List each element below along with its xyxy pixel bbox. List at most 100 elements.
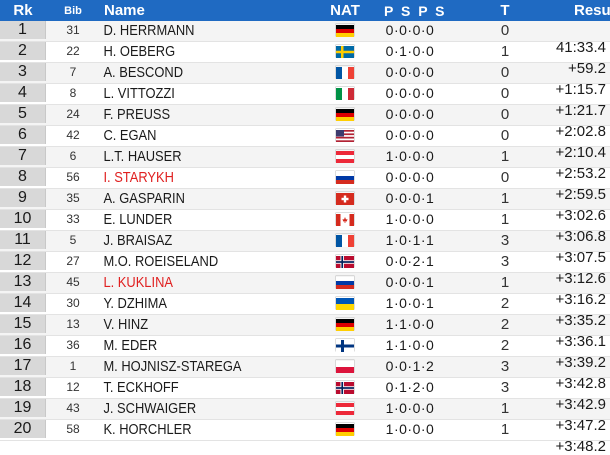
table-row[interactable]: 18 12 T. ECKHOFF 0·1·2·0 3 +3:42.9: [0, 378, 610, 413]
table-row[interactable]: 7 6 L.T. HAUSER 1·0·0·0 1 +2:53.2: [0, 147, 610, 182]
bib-cell: 45: [66, 275, 80, 289]
shooting-cell: 0·1·2·0: [385, 379, 435, 395]
table-row[interactable]: 14 30 Y. DZHIMA 1·0·0·1 2 +3:35.2: [0, 294, 610, 329]
result-cell: +59.2: [568, 60, 606, 77]
rank-cell: 20: [0, 420, 46, 438]
flag-norway-icon: [336, 381, 354, 394]
header-bib: Bib: [64, 4, 82, 17]
shooting-cell: 1·0·0·0: [385, 400, 435, 416]
bib-cell: 7: [69, 65, 77, 79]
table-row[interactable]: 13 45 L. KUKLINA 0·0·0·1 1 +3:16.2: [0, 273, 610, 308]
total-misses-cell: 2: [500, 315, 510, 333]
flag-canada-icon: [336, 213, 354, 226]
result-cell: +1:21.7: [555, 102, 606, 119]
flag-usa-icon: [336, 129, 354, 142]
table-row[interactable]: 15 13 V. HINZ 1·1·0·0 2 +3:36.1: [0, 315, 610, 350]
rank-cell: 8: [0, 168, 46, 186]
flag-france-icon: [336, 66, 354, 79]
rank-cell: 5: [0, 105, 46, 123]
flag-austria-icon: [336, 402, 354, 415]
rank-cell: 2: [0, 42, 46, 60]
header-rank: Rk: [13, 2, 33, 19]
shooting-cell: 0·0·0·0: [385, 127, 435, 143]
bib-cell: 24: [66, 107, 80, 121]
bib-cell: 1: [69, 359, 77, 373]
result-cell: +2:59.5: [555, 186, 606, 203]
total-misses-cell: 0: [500, 84, 510, 102]
bib-cell: 5: [69, 233, 77, 247]
flag-finland-icon: [336, 339, 354, 352]
shooting-cell: 0·0·0·1: [385, 190, 435, 206]
shooting-cell: 0·0·1·2: [385, 358, 435, 374]
nation-cell: [306, 381, 384, 394]
athlete-name: L. KUKLINA: [103, 273, 173, 291]
shooting-cell: 0·0·0·0: [385, 85, 435, 101]
table-row[interactable]: 1 31 D. HERRMANN 0·0·0·0 0 41:33.4: [0, 21, 610, 56]
flag-germany-icon: [336, 108, 354, 121]
bib-cell: 8: [69, 86, 77, 100]
shooting-cell: 1·0·0·1: [385, 295, 435, 311]
bib-cell: 12: [66, 380, 80, 394]
table-row[interactable]: 12 27 M.O. ROEISELAND 0·0·2·1 3 +3:12.6: [0, 252, 610, 287]
shooting-cell: 1·1·0·0: [385, 337, 435, 353]
table-row[interactable]: 2 22 H. OEBERG 0·1·0·0 1 +59.2: [0, 42, 610, 77]
flag-germany-icon: [336, 423, 354, 436]
bib-cell: 33: [66, 212, 80, 226]
shooting-cell: 1·0·1·1: [385, 232, 435, 248]
table-row[interactable]: 5 24 F. PREUSS 0·0·0·0 0 +2:02.8: [0, 105, 610, 140]
athlete-name: A. GASPARIN: [103, 189, 185, 207]
table-header: Rk Bib Name NAT P S P S T Result: [0, 0, 610, 21]
result-cell: +3:35.2: [555, 312, 606, 329]
result-cell: +3:16.2: [555, 291, 606, 308]
result-cell: +3:42.8: [555, 375, 606, 392]
flag-sweden-icon: [336, 45, 354, 58]
shooting-cell: 0·0·0·0: [385, 106, 435, 122]
table-row[interactable]: 11 5 J. BRAISAZ 1·0·1·1 3 +3:07.5: [0, 231, 610, 266]
flag-norway-icon: [336, 255, 354, 268]
athlete-name: V. HINZ: [103, 315, 149, 333]
table-row[interactable]: 19 43 J. SCHWAIGER 1·0·0·0 1 +3:47.2: [0, 399, 610, 434]
total-misses-cell: 0: [500, 21, 510, 39]
rank-cell: 13: [0, 273, 46, 291]
table-row[interactable]: 8 56 I. STARYKH 0·0·0·0 0 +2:59.5: [0, 168, 610, 203]
table-row[interactable]: 16 36 M. EDER 1·1·0·0 2 +3:39.2: [0, 336, 610, 371]
rank-cell: 15: [0, 315, 46, 333]
table-row[interactable]: 9 35 A. GASPARIN 0·0·0·1 1 +3:02.6: [0, 189, 610, 224]
table-row[interactable]: 17 1 M. HOJNISZ-STAREGA 0·0·1·2 3 +3:42.8: [0, 357, 610, 392]
flag-russia-icon: [336, 171, 354, 184]
nation-cell: [306, 255, 384, 268]
result-cell: +3:42.9: [555, 396, 606, 413]
bib-cell: 36: [66, 338, 80, 352]
table-row[interactable]: 10 33 E. LUNDER 1·0·0·0 1 +3:06.8: [0, 210, 610, 245]
shooting-cell: 1·0·0·0: [385, 421, 435, 437]
shooting-cell: 0·0·0·0: [385, 64, 435, 80]
total-misses-cell: 3: [500, 231, 510, 249]
table-row[interactable]: 6 42 C. EGAN 0·0·0·0 0 +2:10.4: [0, 126, 610, 161]
rank-cell: 7: [0, 147, 46, 165]
result-cell: +3:47.2: [555, 417, 606, 434]
rank-cell: 3: [0, 63, 46, 81]
shooting-cell: 0·0·0·0: [385, 22, 435, 38]
shooting-cell: 1·0·0·0: [385, 211, 435, 227]
bib-cell: 30: [66, 296, 80, 310]
nation-cell: [306, 276, 384, 289]
flag-germany-icon: [336, 318, 354, 331]
table-row[interactable]: 3 7 A. BESCOND 0·0·0·0 0 +1:15.7: [0, 63, 610, 98]
total-misses-cell: 1: [500, 210, 510, 228]
flag-ukraine-icon: [336, 297, 354, 310]
rank-cell: 19: [0, 399, 46, 417]
header-result: Result: [574, 2, 610, 19]
athlete-name: C. EGAN: [103, 126, 157, 144]
shooting-cell: 0·0·0·0: [385, 169, 435, 185]
flag-switzerland-icon: [336, 192, 354, 205]
flag-germany-icon: [336, 24, 354, 37]
flag-italy-icon: [336, 87, 354, 100]
result-cell: +3:06.8: [555, 228, 606, 245]
bib-cell: 31: [66, 23, 80, 37]
rank-cell: 1: [0, 21, 46, 39]
table-row[interactable]: 20 58 K. HORCHLER 1·0·0·0 1 +3:48.2: [0, 420, 610, 455]
nation-cell: [306, 234, 384, 247]
table-row[interactable]: 4 8 L. VITTOZZI 0·0·0·0 0 +1:21.7: [0, 84, 610, 119]
nation-cell: [306, 318, 384, 331]
